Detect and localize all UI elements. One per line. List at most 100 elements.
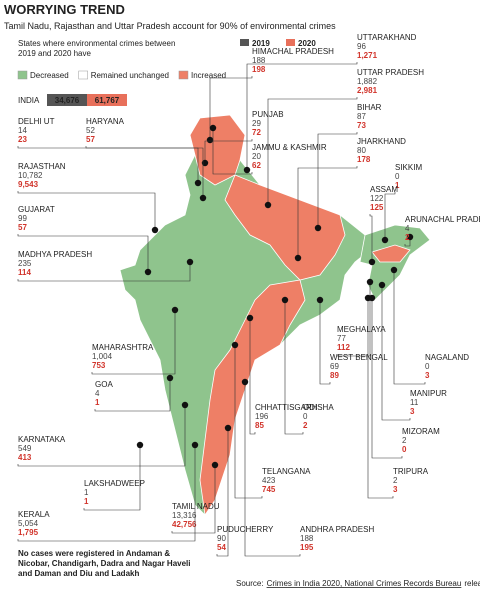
state-2020: 54: [217, 543, 226, 552]
source-suffix: released in 2021: [464, 579, 480, 588]
state-2019: 14: [18, 126, 27, 135]
state-name: RAJASTHAN: [18, 162, 66, 171]
state-2019: 29: [252, 119, 261, 128]
state-2020: 9,543: [18, 180, 39, 189]
source-prefix: Source:: [236, 579, 264, 588]
leader-line: [17, 262, 191, 282]
state-name: ODISHA: [303, 403, 334, 412]
state-dot: [186, 258, 194, 266]
subtitle: Tamil Nadu, Rajasthan and Uttar Pradesh …: [4, 21, 336, 31]
state-2019: 0: [425, 362, 430, 371]
state-2019: 87: [357, 112, 366, 121]
india-2020: 61,767: [95, 96, 120, 105]
state-dot: [241, 378, 249, 386]
state-dot: [201, 159, 209, 167]
india-2019: 34,676: [55, 96, 80, 105]
legend-label: Remained unchanged: [91, 71, 169, 80]
state-2020: 3: [425, 371, 430, 380]
state-2019: 80: [357, 146, 366, 155]
state-2020: 62: [252, 161, 261, 170]
state-2020: 57: [18, 223, 27, 232]
leader-line: [249, 318, 256, 435]
state-dot: [144, 268, 152, 276]
state-name: JAMMU & KASHMIR: [252, 143, 327, 152]
leader-line: [267, 97, 358, 205]
leader-line: [246, 62, 358, 170]
state-name: GUJARAT: [18, 205, 55, 214]
state-name: ASSAM: [370, 185, 398, 194]
year-swatch: [240, 39, 249, 46]
state-name: WEST BENGAL: [330, 353, 388, 362]
state-name: KERALA: [18, 510, 50, 519]
state-dot: [390, 266, 398, 274]
state-dot: [246, 314, 254, 322]
source-link: Crimes in India 2020, National Crimes Re…: [267, 579, 462, 588]
year-label: 2020: [298, 39, 316, 48]
leader-line: [297, 166, 358, 258]
state-2019: 20: [252, 152, 261, 161]
state-dot: [368, 258, 376, 266]
india-2020-box: [87, 94, 127, 106]
india-label: INDIA: [18, 96, 40, 105]
map-increased: [371, 244, 411, 263]
state-2019: 69: [330, 362, 339, 371]
legend-swatch: [178, 70, 189, 80]
leader-line: [244, 382, 301, 557]
state-2020: 57: [86, 135, 95, 144]
leader-line: [284, 300, 304, 435]
state-2020: 42,756: [172, 520, 197, 529]
state-2019: 196: [255, 412, 269, 421]
leader-line: [234, 345, 263, 499]
state-2019: 4: [405, 224, 410, 233]
state-dot: [243, 166, 251, 174]
state-2020: 413: [18, 453, 32, 462]
leader-line: [212, 128, 253, 175]
state-name: JHARKHAND: [357, 137, 406, 146]
state-2020: 23: [18, 135, 27, 144]
state-2020: 2,981: [357, 86, 378, 95]
state-2019: 96: [357, 42, 366, 51]
map-northeast: [359, 224, 431, 301]
state-2019: 99: [18, 214, 27, 223]
state-2020: 1: [95, 398, 100, 407]
state-2019: 1: [84, 488, 89, 497]
state-2020: 753: [92, 361, 106, 370]
state-name: DELHI UT: [18, 117, 55, 126]
state-2019: 0: [395, 172, 400, 181]
state-2020: 1: [84, 497, 89, 506]
leader-line: [17, 191, 156, 230]
state-name: MIZORAM: [402, 427, 440, 436]
state-dot: [264, 201, 272, 209]
state-dot: [224, 424, 232, 432]
state-2019: 2: [402, 436, 407, 445]
note: States where environmental crimes betwee…: [18, 39, 175, 48]
state-2019: 188: [252, 56, 266, 65]
state-dot: [366, 278, 374, 286]
leader-line: [17, 234, 149, 272]
state-name: UTTARAKHAND: [357, 33, 417, 42]
leader-line: [404, 237, 411, 247]
state-dot: [314, 224, 322, 232]
state-2019: 0: [303, 412, 308, 421]
state-dot: [211, 461, 219, 469]
leader-line: [381, 285, 411, 421]
footnote: Nicobar, Chandigarh, Dadra and Nagar Hav…: [18, 559, 191, 568]
state-dot: [364, 294, 372, 302]
year-label: 2019: [252, 39, 270, 48]
india-2019-box: [47, 94, 87, 106]
state-2019: 1,004: [92, 352, 113, 361]
legend-swatch: [78, 70, 88, 80]
state-2020: 3: [393, 485, 398, 494]
leader-line: [393, 270, 426, 385]
leader-line: [17, 146, 204, 198]
leader-line: [85, 146, 199, 183]
state-2020: 72: [252, 128, 261, 137]
state-name: MEGHALAYA: [337, 325, 386, 334]
state-2019: 10,782: [18, 171, 43, 180]
state-2019: 1,882: [357, 77, 378, 86]
state-name: TAMIL NADU: [172, 502, 220, 511]
state-dot: [194, 179, 202, 187]
state-dot: [231, 341, 239, 349]
leader-line: [216, 428, 229, 557]
